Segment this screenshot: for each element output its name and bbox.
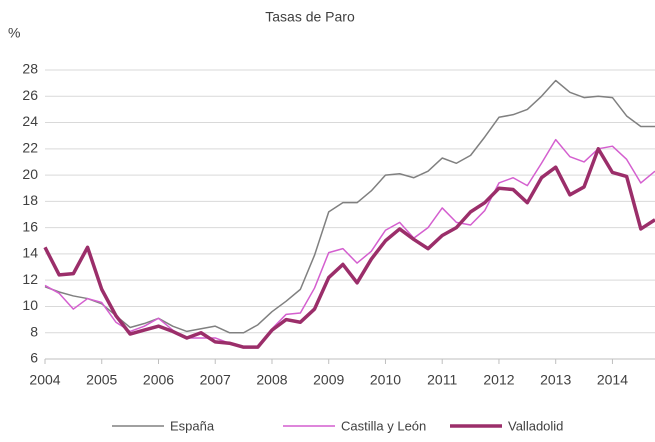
x-tick-label: 2010	[370, 372, 401, 388]
legend-label: Valladolid	[508, 418, 563, 433]
y-tick-label: 6	[30, 350, 38, 366]
series-line	[43, 147, 655, 349]
legend-label: Castilla y León	[341, 418, 426, 433]
x-tick-label: 2014	[597, 372, 628, 388]
x-tick-label: 2004	[29, 372, 60, 388]
x-tick-label: 2006	[143, 372, 174, 388]
y-tick-label: 22	[22, 140, 38, 156]
x-tick-label: 2007	[200, 372, 231, 388]
x-tick-label: 2009	[313, 372, 344, 388]
x-tick-label: 2012	[483, 372, 514, 388]
y-tick-label: 16	[22, 218, 38, 234]
y-tick-label: 26	[22, 87, 38, 103]
x-tick-label: 2005	[86, 372, 117, 388]
legend-label: España	[170, 418, 215, 433]
y-tick-label: 12	[22, 271, 38, 287]
series-line	[44, 79, 655, 334]
y-tick-label: 24	[22, 113, 38, 129]
y-tick-label: 28	[22, 61, 38, 77]
x-tick-label: 2013	[540, 372, 571, 388]
chart-title: Tasas de Paro	[265, 9, 355, 25]
y-tick-label: 8	[30, 323, 38, 339]
x-tick-label: 2008	[256, 372, 287, 388]
y-tick-label: 14	[22, 245, 38, 261]
y-tick-label: 10	[22, 297, 38, 313]
x-tick-label: 2011	[427, 372, 457, 388]
y-tick-label: 18	[22, 192, 38, 208]
y-tick-label: 20	[22, 166, 38, 182]
y-axis-label: %	[8, 25, 20, 41]
series-line	[44, 138, 655, 348]
